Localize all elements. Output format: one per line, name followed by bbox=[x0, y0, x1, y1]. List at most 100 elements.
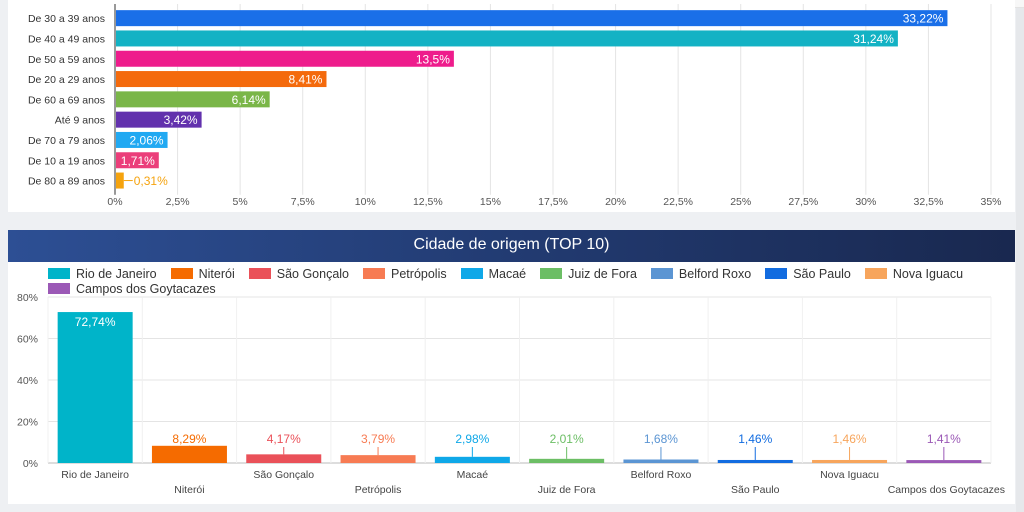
age-bar[interactable] bbox=[116, 30, 898, 47]
city-value-label: 8,29% bbox=[172, 432, 206, 446]
age-x-tick-label: 12,5% bbox=[413, 196, 443, 208]
city-bar[interactable] bbox=[151, 445, 227, 463]
legend-swatch bbox=[864, 268, 887, 279]
city-value-label: 3,79% bbox=[361, 432, 395, 446]
age-category-label: De 20 a 29 anos bbox=[28, 74, 105, 86]
city-bar[interactable] bbox=[717, 459, 793, 463]
age-bar[interactable] bbox=[116, 152, 159, 169]
legend-label: São Paulo bbox=[793, 266, 851, 281]
age-value-label: 33,22% bbox=[903, 12, 944, 26]
legend-item[interactable]: Rio de Janeiro bbox=[48, 266, 157, 281]
age-x-tick-label: 2,5% bbox=[166, 196, 190, 208]
legend-label: São Gonçalo bbox=[276, 266, 350, 281]
age-value-label: 0,31% bbox=[134, 174, 168, 188]
age-category-label: De 30 a 39 anos bbox=[28, 13, 105, 25]
city-bar[interactable] bbox=[812, 459, 888, 463]
legend-item[interactable]: Niterói bbox=[170, 266, 235, 281]
age-bar[interactable] bbox=[116, 91, 270, 108]
age-category-label: De 70 a 79 anos bbox=[28, 135, 105, 147]
age-x-tick-label: 5% bbox=[233, 196, 248, 208]
city-bar[interactable] bbox=[57, 312, 133, 463]
legend-label: Campos dos Goytacazes bbox=[76, 281, 216, 296]
city-bar-chart: 0% 20% 40% 60% 80% 72,74% Rio de Janeiro 8,29% N… bbox=[17, 292, 1005, 496]
legend-swatch bbox=[48, 283, 70, 294]
legend-label: Juiz de Fora bbox=[568, 266, 637, 281]
age-value-label: 13,5% bbox=[416, 52, 450, 66]
age-category-label: De 40 a 49 anos bbox=[28, 33, 105, 45]
age-x-tick-label: 0% bbox=[107, 196, 122, 208]
city-y-tick-label: 60% bbox=[17, 334, 38, 346]
legend-swatch bbox=[765, 268, 788, 279]
age-bar[interactable] bbox=[116, 172, 124, 189]
city-bar[interactable] bbox=[434, 456, 510, 463]
legend-swatch bbox=[460, 268, 483, 279]
legend-item[interactable]: Macaé bbox=[460, 266, 527, 281]
city-value-label: 1,46% bbox=[738, 432, 772, 446]
city-value-label: 1,41% bbox=[927, 432, 961, 446]
age-bar-chart: 0% 2,5% 5% 7,5% 10% 12,5% 15% 17,5% 20% 22,5% 25% 2… bbox=[28, 4, 1002, 208]
age-x-tick-label: 25% bbox=[730, 196, 751, 208]
city-x-tick-label: São Paulo bbox=[731, 484, 780, 496]
age-value-label: 8,41% bbox=[288, 73, 322, 87]
city-x-tick-label: Petrópolis bbox=[355, 484, 402, 496]
legend-label: Nova Iguacu bbox=[892, 266, 964, 281]
city-x-tick-label: Niterói bbox=[174, 484, 204, 496]
city-x-tick-label: Belford Roxo bbox=[631, 469, 692, 481]
legend-label: Belford Roxo bbox=[678, 266, 752, 281]
age-bar[interactable] bbox=[116, 131, 168, 148]
city-bar[interactable] bbox=[906, 460, 982, 463]
city-bar[interactable] bbox=[623, 459, 699, 463]
legend-item[interactable]: Juiz de Fora bbox=[540, 266, 637, 281]
city-value-label: 1,46% bbox=[833, 432, 867, 446]
city-bar[interactable] bbox=[529, 458, 605, 463]
city-bar[interactable] bbox=[246, 454, 322, 463]
city-x-tick-label: Rio de Janeiro bbox=[61, 469, 129, 481]
age-category-label: De 60 a 69 anos bbox=[28, 94, 105, 106]
city-y-tick-label: 20% bbox=[17, 417, 38, 429]
legend-item[interactable]: São Gonçalo bbox=[248, 266, 350, 281]
city-x-tick-label: Nova Iguacu bbox=[820, 469, 879, 481]
age-value-label: 1,71% bbox=[121, 154, 155, 168]
legend-swatch bbox=[363, 268, 386, 279]
age-bar[interactable] bbox=[116, 10, 948, 27]
age-x-tick-label: 35% bbox=[980, 196, 1001, 208]
legend-item[interactable]: Belford Roxo bbox=[650, 266, 752, 281]
age-x-tick-label: 10% bbox=[355, 196, 376, 208]
legend-swatch bbox=[48, 268, 70, 279]
city-y-tick-label: 40% bbox=[17, 375, 38, 387]
city-bar[interactable] bbox=[340, 455, 416, 463]
legend-swatch bbox=[540, 268, 563, 279]
age-x-tick-label: 27,5% bbox=[788, 196, 818, 208]
age-category-label: De 80 a 89 anos bbox=[28, 176, 105, 188]
age-bar[interactable] bbox=[116, 111, 202, 128]
age-category-label: De 50 a 59 anos bbox=[28, 54, 105, 66]
city-y-tick-label: 80% bbox=[17, 292, 38, 304]
city-x-tick-label: Campos dos Goytacazes bbox=[888, 484, 1005, 496]
age-chart-panel: 0% 2,5% 5% 7,5% 10% 12,5% 15% 17,5% 20% 22,5% 25% 2… bbox=[8, 0, 1015, 212]
age-value-label: 2,06% bbox=[130, 133, 164, 147]
page-scrollbar[interactable] bbox=[1016, 8, 1024, 512]
legend-swatch bbox=[248, 268, 271, 279]
city-y-tick-label: 0% bbox=[23, 458, 38, 470]
legend-item[interactable]: Nova Iguacu bbox=[864, 266, 964, 281]
age-x-tick-label: 32,5% bbox=[914, 196, 944, 208]
age-bar[interactable] bbox=[116, 71, 327, 88]
city-x-tick-label: Macaé bbox=[457, 469, 489, 481]
legend-label: Petrópolis bbox=[391, 266, 447, 281]
city-chart-panel: Cidade de origem (TOP 10) Rio de Janeiro… bbox=[8, 230, 1015, 504]
age-value-label: 6,14% bbox=[232, 93, 266, 107]
age-bar[interactable] bbox=[116, 50, 454, 67]
legend-label: Macaé bbox=[488, 266, 527, 281]
legend-swatch bbox=[650, 268, 673, 279]
age-x-tick-label: 17,5% bbox=[538, 196, 568, 208]
legend-item[interactable]: São Paulo bbox=[765, 266, 851, 281]
city-value-label: 72,74% bbox=[75, 315, 116, 329]
legend-label: Niterói bbox=[198, 266, 235, 281]
legend-item[interactable]: Petrópolis bbox=[363, 266, 447, 281]
city-value-label: 4,17% bbox=[267, 432, 301, 446]
city-x-tick-label: São Gonçalo bbox=[253, 469, 314, 481]
age-value-label: 31,24% bbox=[853, 32, 894, 46]
age-category-label: Até 9 anos bbox=[55, 115, 105, 127]
age-x-tick-label: 7,5% bbox=[291, 196, 315, 208]
legend-item[interactable]: Campos dos Goytacazes bbox=[48, 281, 216, 296]
